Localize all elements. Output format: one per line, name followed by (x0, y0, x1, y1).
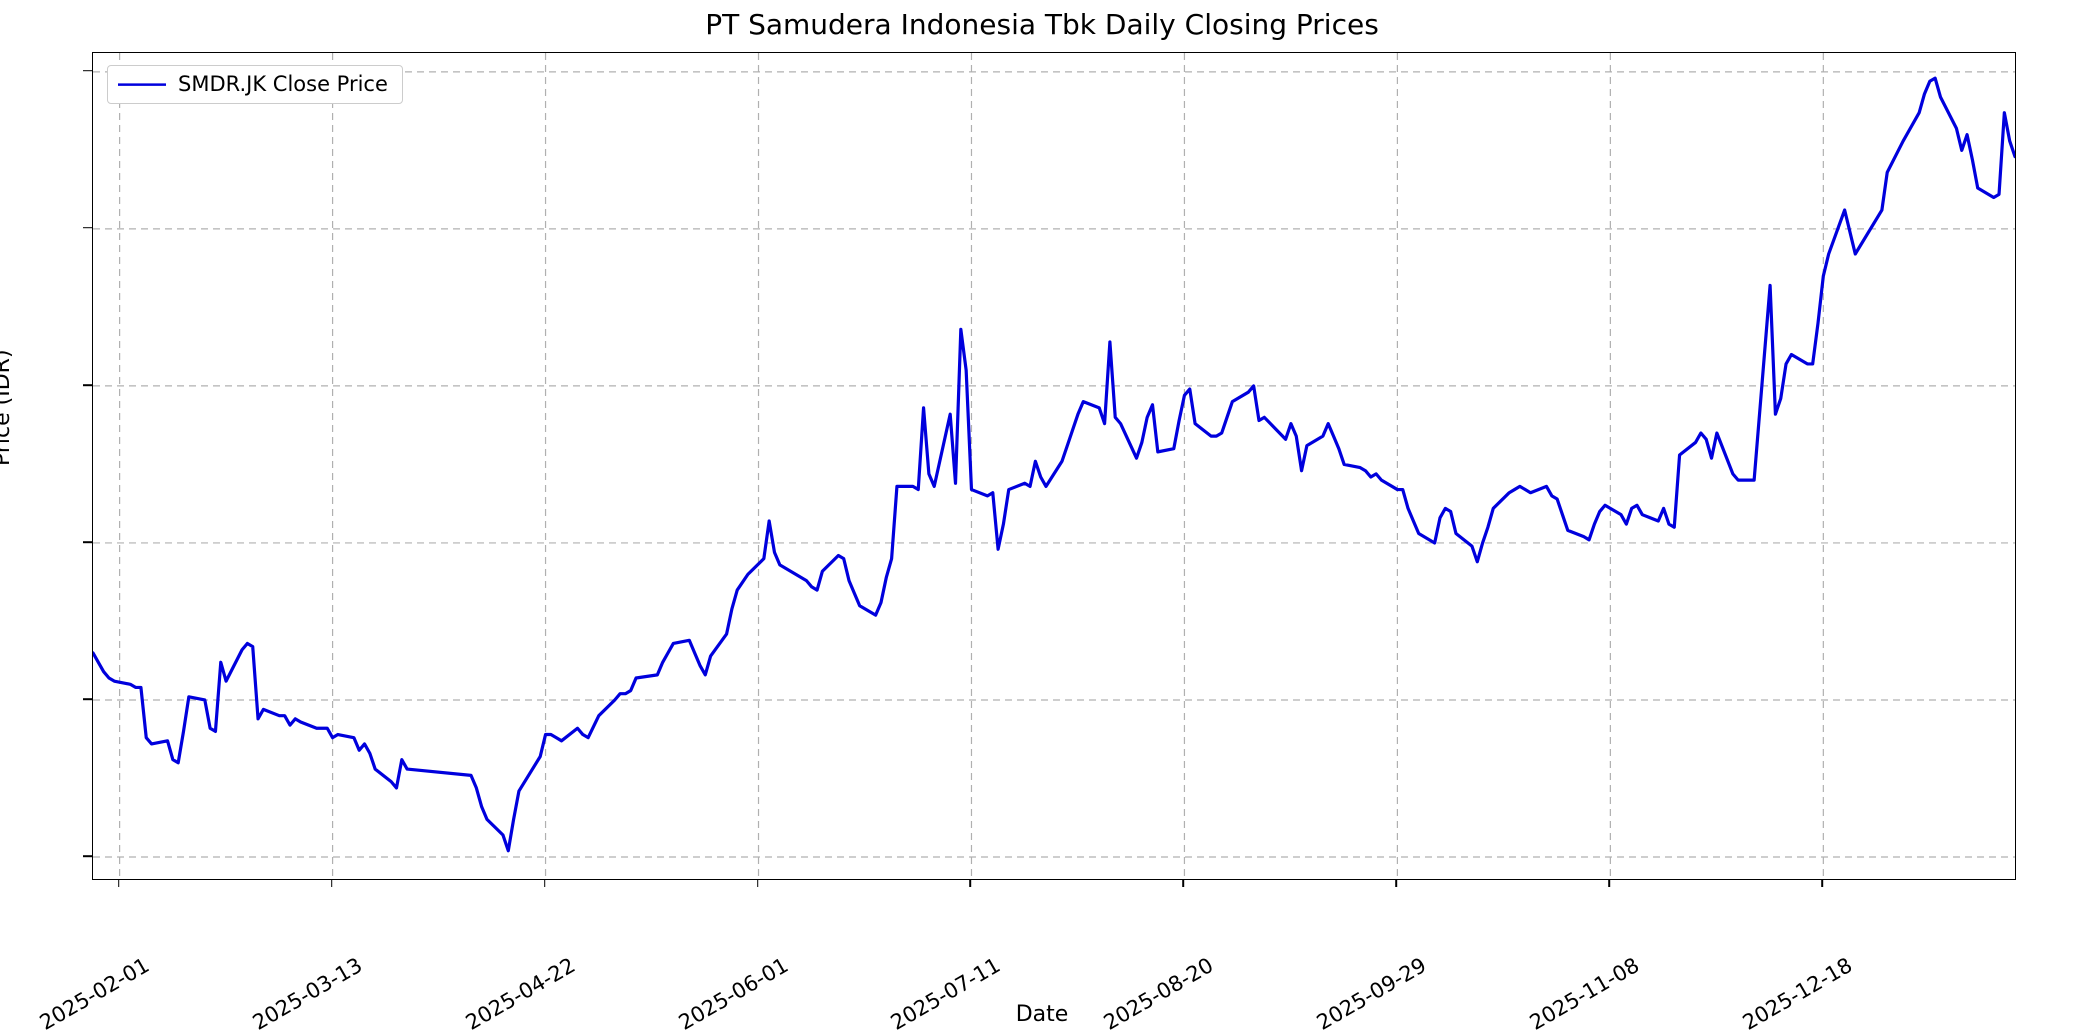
y-tick-mark (83, 698, 92, 700)
y-axis-label: Price (IDR) (0, 349, 15, 466)
plot-area: SMDR.JK Close Price (92, 52, 2016, 880)
y-tick-mark (83, 384, 92, 386)
x-tick-mark (1395, 878, 1398, 887)
x-tick-mark (1821, 878, 1824, 887)
legend-line-swatch (118, 83, 166, 86)
y-tick-mark (83, 855, 92, 857)
y-tick-mark (83, 227, 92, 229)
x-tick-mark (330, 878, 333, 887)
x-tick-mark (117, 878, 120, 887)
x-tick-mark (756, 878, 759, 887)
x-axis-label: Date (1015, 1002, 1069, 1027)
price-line-series (93, 76, 2015, 853)
y-tick-mark (83, 70, 92, 72)
y-tick-mark (83, 541, 92, 543)
legend-label-smdr-close-price: SMDR.JK Close Price (178, 72, 388, 96)
legend[interactable]: SMDR.JK Close Price (107, 65, 403, 104)
x-tick-mark (1608, 878, 1611, 887)
grid-lines (93, 53, 2015, 879)
x-tick-mark (969, 878, 972, 887)
x-tick-mark (1182, 878, 1185, 887)
chart-title: PT Samudera Indonesia Tbk Daily Closing … (705, 8, 1379, 41)
x-tick-mark (543, 878, 546, 887)
